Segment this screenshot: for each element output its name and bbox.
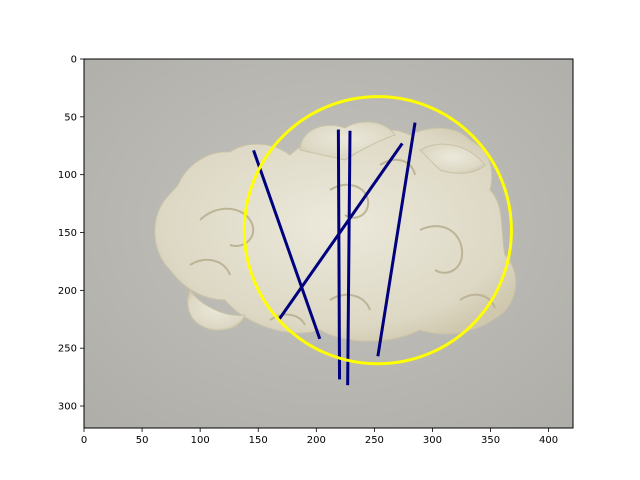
y-axis: 0 50 100 150 200 250 300	[58, 55, 84, 413]
y-tick-label: 0	[71, 55, 77, 66]
jade-carving-details	[189, 158, 496, 326]
overlay-layer	[242, 95, 513, 386]
y-tick-label: 300	[58, 402, 77, 413]
y-tick-label: 200	[58, 286, 77, 297]
x-tick-label: 300	[423, 435, 442, 446]
line-segment-4	[346, 130, 352, 386]
line-segment-1	[252, 149, 322, 340]
line-segment-5	[376, 122, 417, 357]
x-tick-label: 200	[307, 435, 326, 446]
line-segment-2	[277, 142, 404, 321]
jade-pendant-image	[154, 121, 517, 342]
line-segment-3	[336, 129, 342, 380]
y-tick-label: 50	[64, 112, 77, 123]
image-area	[84, 59, 573, 428]
x-axis: 0 50 100 150 200 250 300 350 400	[81, 428, 558, 446]
x-tick-label: 350	[481, 435, 500, 446]
axes-frame	[83, 58, 574, 429]
x-tick-label: 400	[539, 435, 558, 446]
y-tick-label: 250	[58, 344, 77, 355]
x-tick-label: 250	[365, 435, 384, 446]
y-tick-label: 150	[58, 228, 77, 239]
x-tick-label: 0	[81, 435, 87, 446]
x-tick-label: 100	[191, 435, 210, 446]
x-tick-label: 50	[136, 435, 149, 446]
x-tick-label: 150	[249, 435, 268, 446]
overlay-circle	[242, 95, 513, 366]
y-tick-label: 100	[58, 170, 77, 181]
